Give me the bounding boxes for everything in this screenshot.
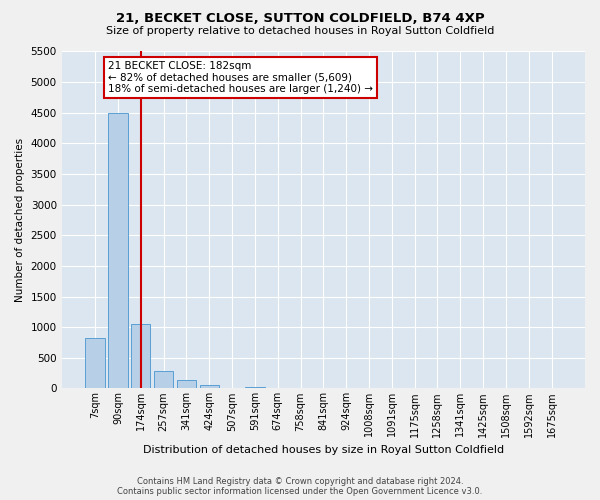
Text: Size of property relative to detached houses in Royal Sutton Coldfield: Size of property relative to detached ho…	[106, 26, 494, 36]
Text: 21 BECKET CLOSE: 182sqm
← 82% of detached houses are smaller (5,609)
18% of semi: 21 BECKET CLOSE: 182sqm ← 82% of detache…	[108, 60, 373, 94]
Text: 21, BECKET CLOSE, SUTTON COLDFIELD, B74 4XP: 21, BECKET CLOSE, SUTTON COLDFIELD, B74 …	[116, 12, 484, 26]
Y-axis label: Number of detached properties: Number of detached properties	[15, 138, 25, 302]
X-axis label: Distribution of detached houses by size in Royal Sutton Coldfield: Distribution of detached houses by size …	[143, 445, 504, 455]
Bar	[131, 324, 151, 388]
Bar	[108, 113, 128, 388]
Bar	[245, 386, 265, 388]
Text: Contains HM Land Registry data © Crown copyright and database right 2024.: Contains HM Land Registry data © Crown c…	[137, 477, 463, 486]
Bar	[177, 380, 196, 388]
Bar	[154, 371, 173, 388]
Bar	[85, 338, 105, 388]
Text: Contains public sector information licensed under the Open Government Licence v3: Contains public sector information licen…	[118, 487, 482, 496]
Bar	[200, 386, 219, 388]
